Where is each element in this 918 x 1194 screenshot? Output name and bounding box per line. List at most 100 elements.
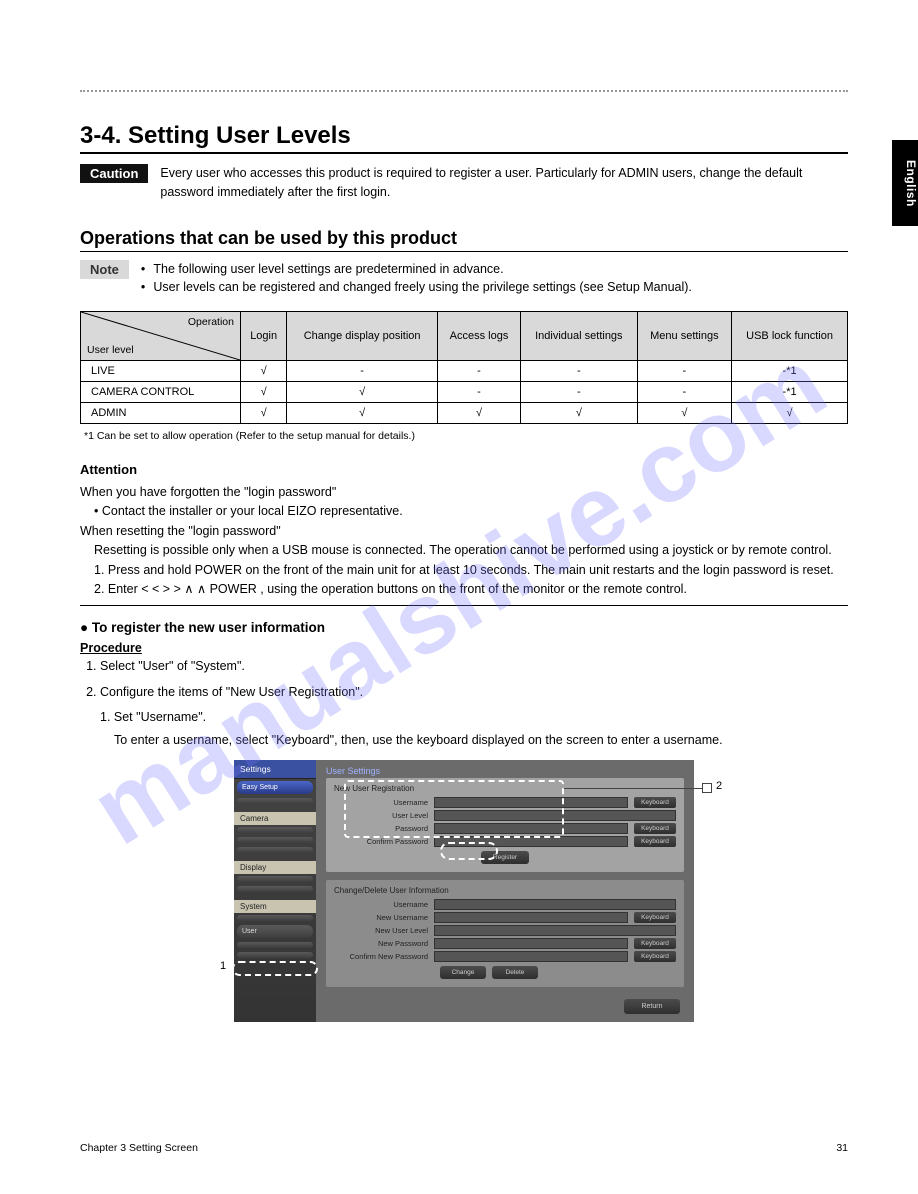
cell: - — [521, 382, 638, 403]
cell: √ — [637, 403, 732, 424]
keyboard-button[interactable]: Keyboard — [634, 951, 676, 962]
language-tab: English — [892, 140, 918, 226]
procedure-steps: Select "User" of "System". Configure the… — [80, 657, 848, 702]
footer-chapter: Chapter 3 Setting Screen — [80, 1142, 198, 1154]
cell: √ — [437, 403, 520, 424]
note-item: User levels can be registered and change… — [153, 278, 692, 297]
field-label: Confirm Password — [334, 837, 434, 846]
sidebar-item[interactable] — [237, 952, 313, 958]
table-diag-header: Operation User level — [81, 312, 241, 361]
attention-title: Attention — [80, 462, 848, 477]
sidebar-item[interactable] — [237, 942, 313, 948]
keyboard-button[interactable]: Keyboard — [634, 797, 676, 808]
footer-page-number: 31 — [836, 1142, 848, 1154]
cell: -*1 — [732, 382, 848, 403]
caution-text: Every user who accesses this product is … — [160, 164, 848, 202]
change-button[interactable]: Change — [440, 966, 486, 979]
field-label: New User Level — [334, 926, 434, 935]
cell: - — [521, 361, 638, 382]
table-row: CAMERA CONTROL √ √ - - - -*1 — [81, 382, 848, 403]
sidebar-cat-system: System — [234, 900, 316, 913]
field-label: New Username — [334, 913, 434, 922]
note-item: The following user level settings are pr… — [153, 260, 692, 279]
cell: -*1 — [732, 361, 848, 382]
cell: √ — [287, 382, 438, 403]
diag-top-label: Operation — [188, 316, 234, 328]
sidebar-item[interactable] — [237, 915, 313, 921]
username-field[interactable] — [434, 797, 628, 808]
callout-line — [564, 788, 704, 789]
sidebar-item-user[interactable]: User — [237, 925, 313, 938]
keyboard-button[interactable]: Keyboard — [634, 938, 676, 949]
divider — [80, 605, 848, 606]
cell: - — [437, 382, 520, 403]
shot-sidebar: Settings Easy Setup Camera Display Syste… — [234, 760, 316, 1022]
field[interactable] — [434, 925, 676, 936]
field[interactable] — [434, 951, 628, 962]
step: Configure the items of "New User Registr… — [100, 683, 848, 702]
attn-line: When you have forgotten the "login passw… — [80, 483, 848, 502]
section-title: 3-4. Setting User Levels — [80, 122, 848, 154]
cell: - — [637, 361, 732, 382]
col-header: Change display position — [287, 312, 438, 361]
sidebar-item-easy-setup[interactable]: Easy Setup — [237, 781, 313, 794]
field[interactable] — [434, 938, 628, 949]
panel-change-user: Change/Delete User Information Username … — [326, 880, 684, 987]
row-level: ADMIN — [81, 403, 241, 424]
keyboard-button[interactable]: Keyboard — [634, 912, 676, 923]
procedure-title: ● To register the new user information — [80, 620, 848, 635]
col-header: Menu settings — [637, 312, 732, 361]
settings-screenshot: Settings Easy Setup Camera Display Syste… — [234, 760, 694, 1022]
attn-line: 1. Press and hold POWER on the front of … — [94, 561, 848, 580]
col-header: Individual settings — [521, 312, 638, 361]
attn-line: Resetting is possible only when a USB mo… — [94, 541, 848, 560]
permissions-table: Operation User level Login Change displa… — [80, 311, 848, 424]
sidebar-item[interactable] — [237, 827, 313, 833]
row-level: CAMERA CONTROL — [81, 382, 241, 403]
callout-number-1: 1 — [220, 960, 226, 972]
col-header: USB lock function — [732, 312, 848, 361]
keyboard-button[interactable]: Keyboard — [634, 823, 676, 834]
cell: √ — [732, 403, 848, 424]
callout-marker — [702, 783, 712, 793]
caution-label: Caution — [80, 164, 148, 183]
field[interactable] — [434, 912, 628, 923]
col-header: Access logs — [437, 312, 520, 361]
substep: To enter a username, select "Keyboard", … — [114, 731, 848, 750]
shot-main-title: User Settings — [326, 766, 684, 776]
keyboard-button[interactable]: Keyboard — [634, 836, 676, 847]
sidebar-cat-display: Display — [234, 861, 316, 874]
field-label: New Password — [334, 939, 434, 948]
sidebar-item[interactable] — [237, 847, 313, 853]
sidebar-item[interactable] — [237, 886, 313, 892]
shot-sidebar-header: Settings — [234, 760, 316, 779]
field-label: Confirm New Password — [334, 952, 434, 961]
register-button[interactable]: Register — [481, 851, 529, 864]
cell: √ — [287, 403, 438, 424]
sidebar-item[interactable] — [237, 876, 313, 882]
col-header: Login — [241, 312, 287, 361]
field-label: Username — [334, 900, 434, 909]
delete-button[interactable]: Delete — [492, 966, 538, 979]
cell: √ — [241, 382, 287, 403]
field[interactable] — [434, 899, 676, 910]
cell: √ — [241, 361, 287, 382]
password-field[interactable] — [434, 823, 628, 834]
userlevel-field[interactable] — [434, 810, 676, 821]
cell: √ — [241, 403, 287, 424]
table-footnote: *1 Can be set to allow operation (Refer … — [84, 430, 848, 442]
row-level: LIVE — [81, 361, 241, 382]
sidebar-item[interactable] — [237, 798, 313, 804]
attn-line: When resetting the "login password" — [80, 522, 848, 541]
return-button[interactable]: Return — [624, 999, 680, 1014]
confirm-password-field[interactable] — [434, 836, 628, 847]
cell: - — [437, 361, 520, 382]
table-row: ADMIN √ √ √ √ √ √ — [81, 403, 848, 424]
cell: - — [287, 361, 438, 382]
shot-main: User Settings New User Registration User… — [316, 760, 694, 1022]
sidebar-item[interactable] — [237, 837, 313, 843]
field-label: Username — [334, 798, 434, 807]
dotted-rule — [80, 90, 848, 92]
field-label: User Level — [334, 811, 434, 820]
attention-body: When you have forgotten the "login passw… — [80, 483, 848, 599]
